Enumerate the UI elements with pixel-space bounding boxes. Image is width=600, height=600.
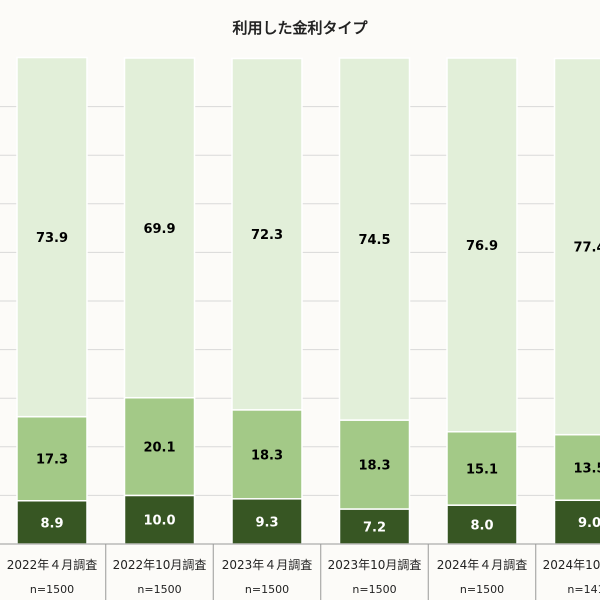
- data-label: 20.1: [143, 441, 175, 456]
- data-label: 74.5: [358, 233, 390, 248]
- data-label: 8.0: [470, 519, 493, 534]
- sample-size-label: n=1500: [30, 583, 74, 596]
- data-label: 69.9: [143, 222, 175, 237]
- sample-size-label: n=1500: [460, 583, 504, 596]
- bar-segment: [123, 57, 196, 399]
- sample-size-label: n=1410: [567, 583, 600, 596]
- category-label: 2023年４月調査: [222, 558, 313, 572]
- sample-size-label: n=1500: [245, 583, 289, 596]
- category-label: 2024年４月調査: [437, 558, 528, 572]
- data-label: 13.5: [573, 461, 600, 476]
- bar-segment: [16, 56, 88, 418]
- bar-segment: [231, 498, 303, 545]
- bar-segment: [123, 396, 196, 497]
- sample-size-label: n=1500: [352, 583, 396, 596]
- data-label: 8.9: [40, 516, 63, 531]
- sample-size-label: n=1500: [137, 583, 181, 596]
- data-label: 18.3: [358, 459, 390, 474]
- chart-title: 利用した金利タイプ: [232, 19, 368, 37]
- bar-segment: [338, 508, 411, 545]
- bar-segment: [16, 415, 88, 502]
- bar-segment: [553, 57, 600, 436]
- data-label: 10.0: [143, 514, 175, 529]
- bar-segment: [446, 430, 518, 506]
- category-label: 2022年10月調査: [113, 558, 207, 572]
- data-label: 77.4: [573, 241, 600, 256]
- data-label: 7.2: [363, 521, 386, 536]
- x-axis: 2022年４月調査 n=1500 2022年10月調査 n=1500 2023年４月調査…: [0, 543, 600, 600]
- bars: 8.9 17.3 73.9 10.0 20.1 69.9 9.3 18.3 72.3 7.2 18.…: [16, 56, 600, 545]
- category-label: 2022年４月調査: [7, 558, 98, 572]
- data-label: 9.0: [578, 516, 600, 531]
- category-label: 2024年10月調査: [543, 558, 600, 572]
- data-label: 15.1: [466, 462, 498, 477]
- bar-segment: [231, 57, 303, 411]
- data-label: 76.9: [466, 239, 498, 254]
- bar-segment: [123, 494, 196, 545]
- bar-segment: [231, 409, 303, 500]
- bar-segment: [446, 57, 518, 433]
- category-label: 2023年10月調査: [328, 558, 422, 572]
- data-label: 72.3: [251, 228, 283, 243]
- bar-segment: [446, 504, 518, 545]
- bar-segment: [338, 419, 411, 510]
- data-label: 18.3: [251, 448, 283, 463]
- data-label: 73.9: [36, 231, 68, 246]
- data-label: 17.3: [36, 453, 68, 468]
- data-label: 9.3: [255, 515, 278, 530]
- bar-segment: [338, 57, 411, 421]
